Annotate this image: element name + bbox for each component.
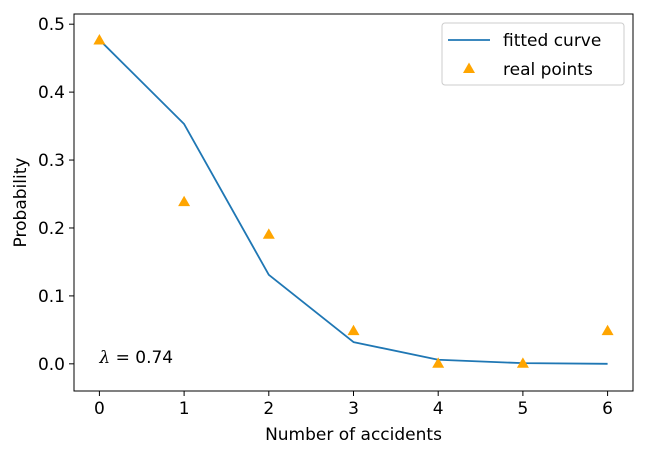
y-tick-label: 0.5 — [38, 15, 65, 35]
legend: fitted curve real points — [441, 22, 625, 86]
lambda-value: 0.74 — [135, 348, 173, 368]
legend-label-real-points: real points — [503, 60, 593, 80]
lambda-equals: = — [110, 348, 135, 368]
x-tick-label: 4 — [433, 399, 444, 419]
real-point-marker — [601, 324, 614, 336]
real-point-marker — [262, 228, 275, 239]
plot-layer — [93, 34, 614, 368]
x-tick-label: 6 — [602, 399, 613, 419]
real-point-marker — [432, 357, 445, 368]
y-tick-label: 0.4 — [38, 83, 65, 103]
y-axis-label: Probability — [11, 158, 31, 248]
x-tick-label: 2 — [263, 399, 274, 419]
x-axis-label: Number of accidents — [265, 425, 442, 445]
lambda-symbol: λ — [98, 348, 110, 368]
ticks-layer: 0 1 2 3 4 5 6 0.0 0.1 0.2 0.3 0.4 0.5 — [38, 15, 613, 419]
x-tick-label: 1 — [179, 399, 190, 419]
real-point-marker — [516, 357, 529, 368]
real-point-marker — [178, 195, 191, 207]
real-point-marker — [93, 34, 106, 45]
lambda-annotation: λ = 0.74 — [98, 348, 173, 368]
x-tick-label: 5 — [517, 399, 528, 419]
real-point-marker — [347, 324, 360, 336]
x-tick-label: 0 — [94, 399, 105, 419]
y-tick-label: 0.1 — [38, 287, 65, 307]
legend-triangle-swatch — [463, 62, 475, 73]
y-tick-label: 0.0 — [38, 355, 65, 375]
x-tick-label: 3 — [348, 399, 359, 419]
legend-box — [441, 22, 625, 86]
y-tick-label: 0.3 — [38, 151, 65, 171]
legend-label-fitted-curve: fitted curve — [503, 31, 601, 51]
y-tick-label: 0.2 — [38, 219, 65, 239]
